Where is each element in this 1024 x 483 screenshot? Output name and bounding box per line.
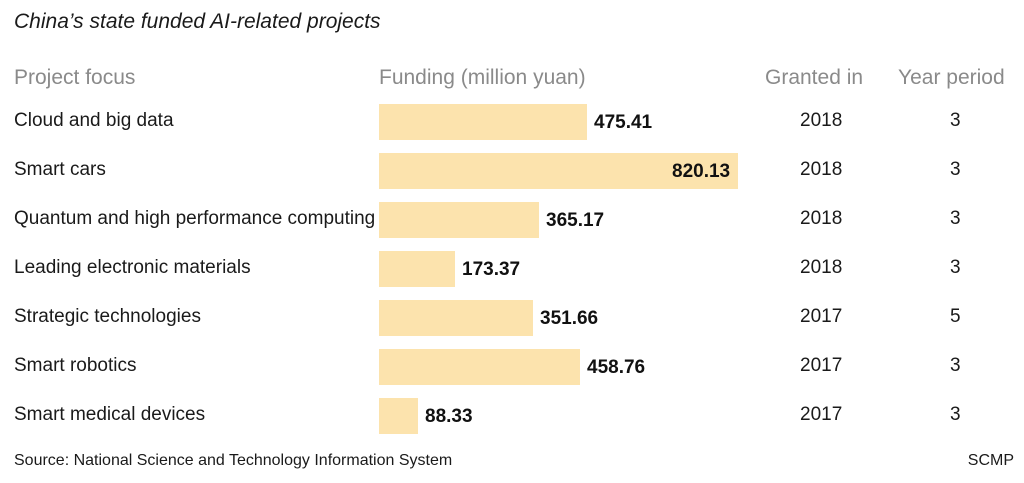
funding-value-label: 820.13 xyxy=(672,161,731,182)
funding-bar xyxy=(379,300,533,336)
project-focus-label: Strategic technologies xyxy=(14,306,201,327)
funding-value-label: 475.41 xyxy=(594,112,653,133)
table-row: Strategic technologies 351.66 2017 5 xyxy=(0,298,1024,342)
table-row: Cloud and big data 475.41 2018 3 xyxy=(0,102,1024,146)
year-period: 3 xyxy=(950,404,961,425)
table-row: Quantum and high performance computing 36… xyxy=(0,200,1024,244)
year-period: 3 xyxy=(950,257,961,278)
column-header-granted-in: Granted in xyxy=(765,66,864,89)
project-focus-label: Smart medical devices xyxy=(14,404,206,425)
table-row: Smart robotics 458.76 2017 3 xyxy=(0,347,1024,391)
granted-year: 2018 xyxy=(800,257,843,278)
table-row: Smart medical devices 88.33 2017 3 xyxy=(0,396,1024,440)
project-focus-label: Smart cars xyxy=(14,159,106,180)
granted-year: 2018 xyxy=(800,208,843,229)
funding-value-label: 365.17 xyxy=(546,210,605,231)
credit-label: SCMP xyxy=(967,452,1014,469)
funding-value-label: 88.33 xyxy=(425,406,473,427)
column-header-year-period: Year period xyxy=(898,66,1005,89)
funding-bar xyxy=(379,398,418,434)
project-focus-label: Cloud and big data xyxy=(14,110,174,131)
granted-year: 2018 xyxy=(800,159,843,180)
funding-bar xyxy=(379,202,539,238)
year-period: 3 xyxy=(950,110,961,131)
source-note: Source: National Science and Technology … xyxy=(14,452,453,469)
funding-value-label: 458.76 xyxy=(587,357,646,378)
project-focus-label: Smart robotics xyxy=(14,355,137,376)
granted-year: 2017 xyxy=(800,306,843,327)
year-period: 3 xyxy=(950,355,961,376)
granted-year: 2017 xyxy=(800,355,843,376)
project-focus-label: Quantum and high performance computing xyxy=(14,208,376,229)
table-row: Leading electronic materials 173.37 2018 3 xyxy=(0,249,1024,293)
funding-bar xyxy=(379,349,580,385)
year-period: 5 xyxy=(950,306,961,327)
column-header-project-focus: Project focus xyxy=(14,66,136,89)
chart-title: China’s state funded AI-related projects xyxy=(14,10,381,33)
year-period: 3 xyxy=(950,159,961,180)
funding-bar xyxy=(379,251,455,287)
granted-year: 2017 xyxy=(800,404,843,425)
project-focus-label: Leading electronic materials xyxy=(14,257,251,278)
funding-bar xyxy=(379,104,587,140)
column-header-funding: Funding (million yuan) xyxy=(379,66,586,89)
funding-value-label: 351.66 xyxy=(540,308,599,329)
funding-bar xyxy=(379,153,738,189)
granted-year: 2018 xyxy=(800,110,843,131)
funding-value-label: 173.37 xyxy=(462,259,521,280)
year-period: 3 xyxy=(950,208,961,229)
table-row: Smart cars 820.13 2018 3 xyxy=(0,151,1024,195)
